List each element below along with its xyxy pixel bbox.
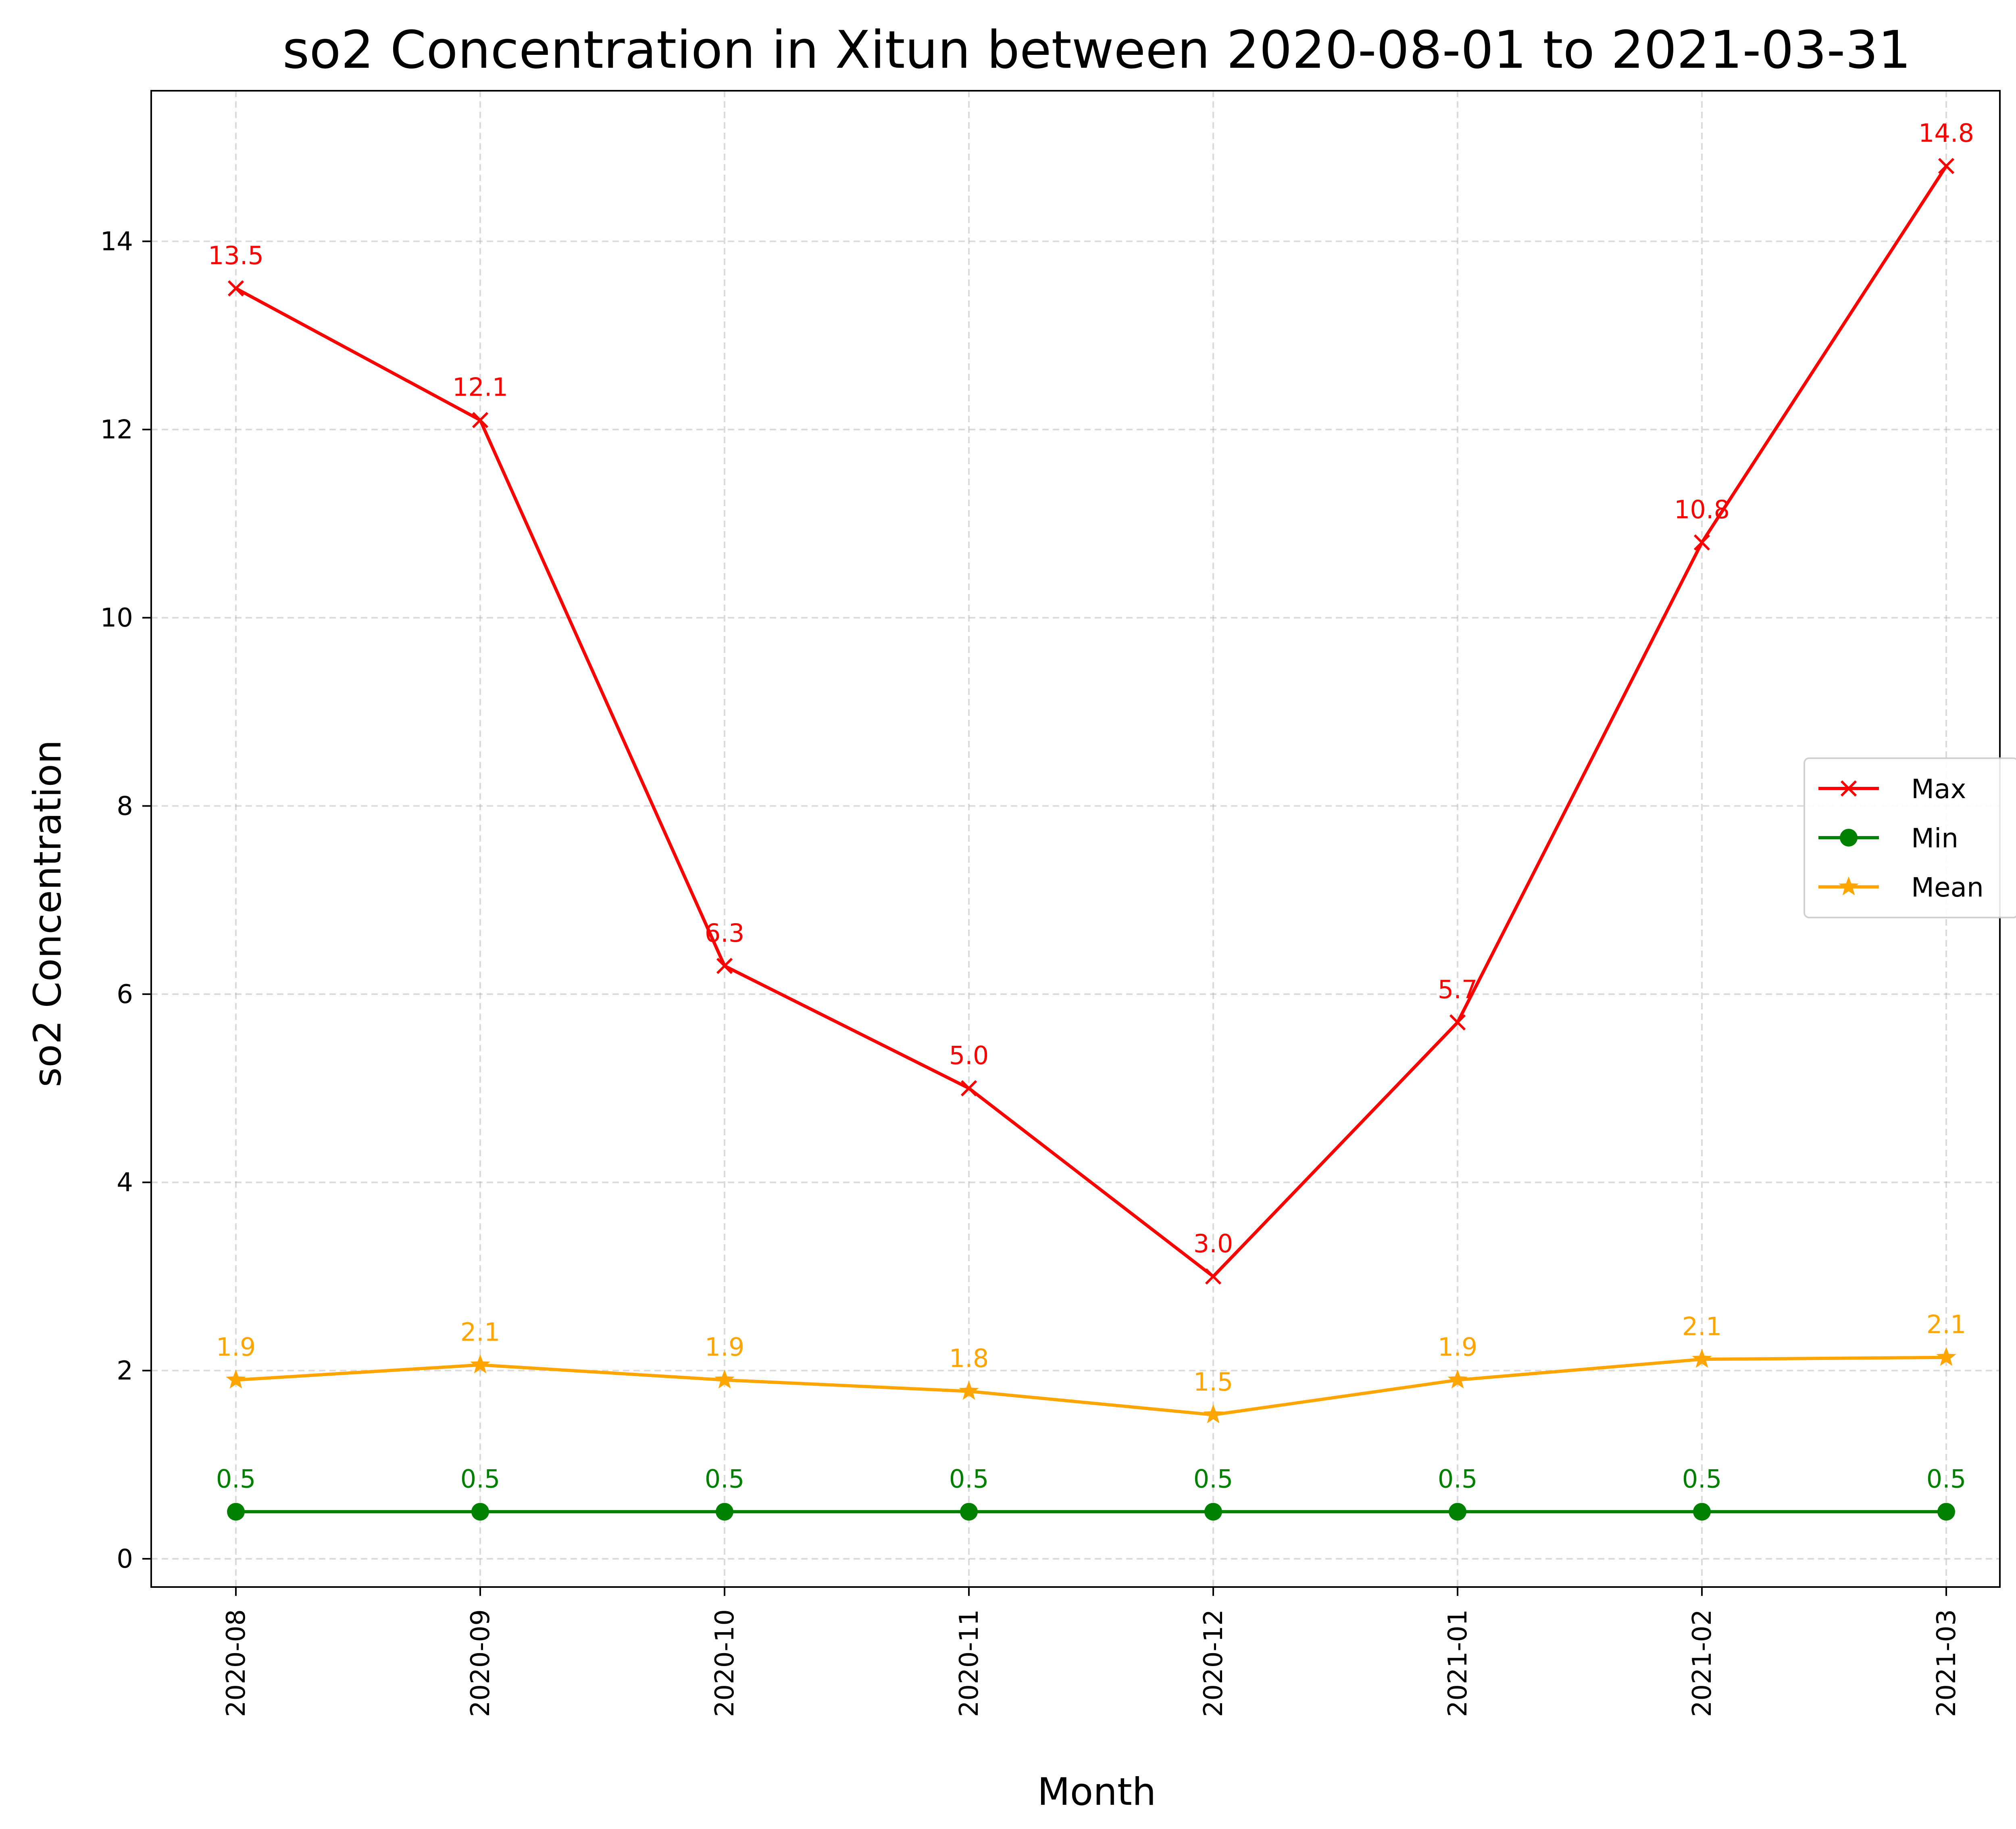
data-point-max (960, 1080, 977, 1097)
data-label-mean: 1.8 (949, 1344, 989, 1373)
legend-label: Max (1911, 774, 1966, 805)
data-point-min (1693, 1503, 1711, 1521)
x-tick-label: 2021-01 (1443, 1609, 1473, 1717)
marker-stroke (1938, 158, 1955, 174)
legend-box (1804, 757, 2016, 918)
axes: 0 2 4 6 8 10 12 14 2020-08 2020-09 2020-10 2020-11 2… (100, 90, 2001, 1717)
marker-stroke (472, 412, 489, 428)
x-tick-label: 2020-12 (1199, 1609, 1229, 1717)
x-tick-label: 2020-09 (466, 1609, 496, 1717)
data-label-mean: 2.1 (1682, 1312, 1722, 1341)
data-label-mean: 2.1 (460, 1317, 500, 1347)
marker-stroke (227, 280, 244, 297)
legend-marker-max (1840, 780, 1857, 797)
data-point-mean (714, 1369, 735, 1389)
data-point-mean (1692, 1349, 1712, 1368)
data-label-min: 0.5 (1438, 1464, 1478, 1493)
marker-stroke (1693, 534, 1710, 551)
data-point-min (471, 1503, 489, 1521)
legend-label: Min (1911, 823, 1958, 854)
data-label-mean: 2.1 (1926, 1310, 1966, 1339)
data-label-mean: 1.9 (1438, 1333, 1478, 1362)
data-point-mean (226, 1369, 246, 1389)
chart-title: so2 Concentration in Xitun between 2020-… (283, 20, 1911, 80)
x-tick-label: 2020-08 (221, 1609, 251, 1717)
data-label-mean: 1.5 (1193, 1367, 1233, 1397)
y-tick-label: 0 (117, 1544, 133, 1574)
data-point-min (716, 1503, 733, 1521)
series-min: 0.5 0.5 0.5 0.5 0.5 0.5 0.5 0.5 (216, 1464, 1966, 1521)
data-point-max (1205, 1268, 1222, 1285)
data-point-min (227, 1503, 245, 1521)
data-label-max: 5.7 (1438, 975, 1478, 1004)
x-axis-label: Month (1037, 1770, 1156, 1814)
legend-marker-mean (1839, 876, 1859, 895)
x-tick-label: 2020-10 (710, 1609, 740, 1717)
x-tick-label: 2021-02 (1687, 1609, 1717, 1717)
legend-label: Mean (1911, 872, 1984, 903)
series-line-mean (235, 1356, 1947, 1416)
series-mean: 1.9 2.1 1.9 1.8 1.5 1.9 2.1 2.1 (216, 1310, 1966, 1423)
data-label-min: 0.5 (705, 1464, 745, 1493)
marker-stroke (960, 1080, 977, 1097)
data-point-min (1204, 1503, 1222, 1521)
grid (151, 91, 2000, 1587)
y-tick-label: 10 (100, 603, 133, 633)
data-point-min (1937, 1503, 1955, 1521)
data-label-max: 14.8 (1918, 119, 1974, 148)
data-label-min: 0.5 (1926, 1464, 1966, 1493)
legend-entry-max: Max (1818, 774, 1966, 805)
marker-stroke (1205, 1268, 1222, 1285)
series-line-max (235, 165, 1948, 1278)
data-label-max: 13.5 (208, 241, 264, 270)
data-point-min (1449, 1503, 1466, 1521)
data-label-min: 0.5 (1682, 1464, 1722, 1493)
data-label-max: 12.1 (452, 373, 508, 402)
data-label-mean: 1.9 (705, 1333, 745, 1362)
x-tick-label: 2020-11 (954, 1609, 984, 1717)
data-label-min: 0.5 (949, 1464, 989, 1493)
y-tick-label: 4 (117, 1168, 133, 1198)
data-point-max (227, 280, 244, 297)
legend-marker-min (1840, 829, 1858, 847)
marker-stroke (716, 957, 733, 974)
data-point-max (1693, 534, 1710, 551)
series: 13.512.16.35.03.05.710.814.80.5 0.5 0.5 0.5… (208, 119, 1974, 1521)
y-tick-label: 6 (117, 980, 133, 1009)
marker-stroke (1449, 1014, 1466, 1031)
y-tick-label: 14 (100, 227, 133, 257)
data-point-min (960, 1503, 978, 1521)
data-point-mean (470, 1354, 490, 1374)
y-axis-label: so2 Concentration (26, 740, 70, 1087)
data-label-min: 0.5 (216, 1464, 256, 1493)
series-max: 13.5 12.1 6.3 5.0 3.0 5.7 10.8 14.8 (208, 119, 1974, 1285)
legend-entry-min: Min (1818, 823, 1958, 854)
data-point-max (1449, 1014, 1466, 1031)
data-point-max (1938, 158, 1955, 174)
y-tick-label: 8 (117, 791, 133, 821)
y-tick-label: 12 (100, 415, 133, 445)
x-tick-label: 2021-03 (1932, 1609, 1962, 1717)
data-label-max: 6.3 (705, 918, 745, 948)
data-label-mean: 1.9 (216, 1333, 256, 1362)
data-label-max: 5.0 (949, 1041, 989, 1070)
data-label-min: 0.5 (1193, 1464, 1233, 1493)
data-point-mean (1203, 1404, 1223, 1423)
data-point-mean (1447, 1369, 1468, 1389)
marker-stroke (1840, 780, 1857, 797)
y-tick-label: 2 (117, 1356, 133, 1386)
legend: Max Min Mean (1804, 757, 2016, 918)
legend-entry-mean: Mean (1818, 872, 1984, 903)
data-point-mean (1936, 1347, 1956, 1366)
data-label-max: 3.0 (1193, 1229, 1233, 1258)
data-label-max: 10.8 (1674, 495, 1730, 524)
data-point-mean (959, 1381, 979, 1400)
data-point-max (716, 957, 733, 974)
data-label-min: 0.5 (460, 1464, 500, 1493)
data-point-max (472, 412, 489, 428)
